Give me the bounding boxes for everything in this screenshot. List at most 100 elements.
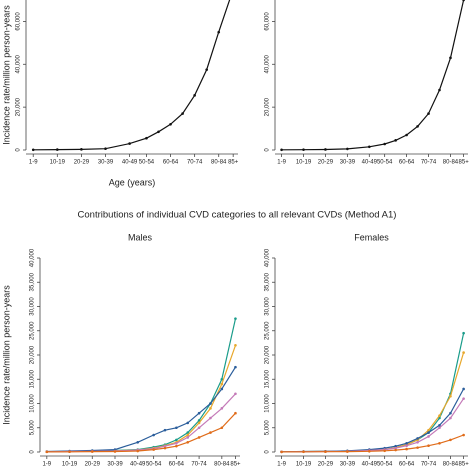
point <box>136 449 140 453</box>
point <box>383 142 386 146</box>
y-tick-label: 15,000 <box>265 369 271 388</box>
point <box>427 444 430 447</box>
point <box>220 377 224 381</box>
point <box>209 402 212 405</box>
x-tick-label: 10-19 <box>62 462 78 468</box>
x-tick-label: 60-64 <box>169 462 185 468</box>
y-tick-label: 40,000 <box>30 248 36 267</box>
point <box>394 448 397 452</box>
y-tick-label: 20,000 <box>265 97 271 116</box>
point <box>175 441 178 445</box>
x-tick-label: 30-39 <box>107 462 123 468</box>
point <box>209 416 212 420</box>
point <box>186 431 190 434</box>
point <box>449 416 452 420</box>
point <box>394 446 397 450</box>
x-tick-label: 85+ <box>459 160 470 166</box>
point <box>80 148 83 151</box>
y-tick-label: 20,000 <box>30 345 36 364</box>
y-tick-label: 40,000 <box>265 248 271 267</box>
x-tick-label: 70-74 <box>187 160 203 166</box>
point <box>416 441 419 444</box>
x-tick-label: 1-9 <box>277 160 286 166</box>
x-tick-label: 50-54 <box>139 160 155 166</box>
point <box>56 148 59 151</box>
point <box>220 407 224 410</box>
x-tick-label: 85+ <box>230 462 241 468</box>
point <box>157 130 160 134</box>
x-tick-label: 40-49 <box>362 160 378 166</box>
point <box>45 450 49 454</box>
x-axis-label: Age (years) <box>109 177 156 187</box>
point <box>405 444 408 447</box>
point <box>368 449 371 453</box>
x-tick-label: 70-74 <box>191 462 207 468</box>
point <box>427 431 430 434</box>
y-tick-label: 10,000 <box>30 394 36 413</box>
x-tick-label: 80-84 <box>211 160 227 166</box>
point <box>220 426 224 430</box>
point <box>462 351 465 354</box>
point <box>163 444 167 448</box>
y-tick-label: 30,000 <box>30 297 36 316</box>
point <box>68 450 71 454</box>
y-tick-label: 0 <box>265 148 271 152</box>
point <box>346 147 349 151</box>
point <box>346 450 349 453</box>
x-tick-label: 20-29 <box>85 462 101 468</box>
y-tick-label: 5,000 <box>30 420 36 436</box>
point <box>186 421 190 425</box>
y-tick-label: 35,000 <box>30 272 36 291</box>
point <box>145 136 148 140</box>
x-tick-label: 70-74 <box>421 462 437 468</box>
y-tick-label: 20,000 <box>16 97 22 116</box>
point <box>197 426 201 430</box>
x-tick-label: 10-19 <box>296 462 312 468</box>
point <box>449 438 452 442</box>
point <box>438 426 441 430</box>
x-tick-label: 10-19 <box>50 160 66 166</box>
x-tick-label: 40-49 <box>362 462 378 468</box>
x-tick-label: 1-9 <box>277 462 286 468</box>
panel: 0 5,000 10,000 15,000 20,000 25,000 30,000 35,0… <box>1 232 241 467</box>
x-tick-label: 80-84 <box>443 462 459 468</box>
point <box>152 448 155 451</box>
panel: 0 20,000 40,000 60,000 1-9 10-19 20-29 30-39 40-… <box>1 0 239 187</box>
point <box>438 424 441 427</box>
panel: 0 20,000 40,000 60,000 1-9 10-19 20-29 30-39 40-… <box>265 0 470 166</box>
x-tick-label: 30-39 <box>98 160 114 166</box>
point <box>181 112 184 115</box>
point <box>324 148 327 151</box>
y-tick-label: 15,000 <box>30 369 36 388</box>
y-axis-label: Incidence rate/million person-years <box>1 285 11 425</box>
x-tick-label: 50-54 <box>377 462 393 468</box>
point <box>368 145 371 149</box>
y-tick-label: 10,000 <box>265 394 271 413</box>
point <box>449 56 452 60</box>
x-tick-label: 20-29 <box>74 160 90 166</box>
point <box>163 446 167 450</box>
point <box>217 30 221 34</box>
point <box>302 148 305 151</box>
x-tick-label: 10-19 <box>296 160 312 166</box>
point <box>234 344 237 347</box>
point <box>234 317 237 320</box>
point <box>90 450 94 453</box>
y-tick-label: 40,000 <box>265 54 271 73</box>
point <box>280 450 283 454</box>
plot-area <box>280 0 465 152</box>
point <box>394 139 397 142</box>
point <box>462 433 465 437</box>
point <box>197 436 201 439</box>
point <box>209 407 212 410</box>
y-tick-label: 30,000 <box>265 297 271 316</box>
y-tick-label: 60,000 <box>265 12 271 31</box>
point <box>128 142 131 145</box>
point <box>104 147 107 151</box>
y-tick-label: 25,000 <box>30 321 36 340</box>
point <box>438 414 441 417</box>
plot-area <box>280 331 465 454</box>
point <box>186 441 190 444</box>
point <box>234 392 237 396</box>
x-tick-label: 85+ <box>228 160 239 166</box>
